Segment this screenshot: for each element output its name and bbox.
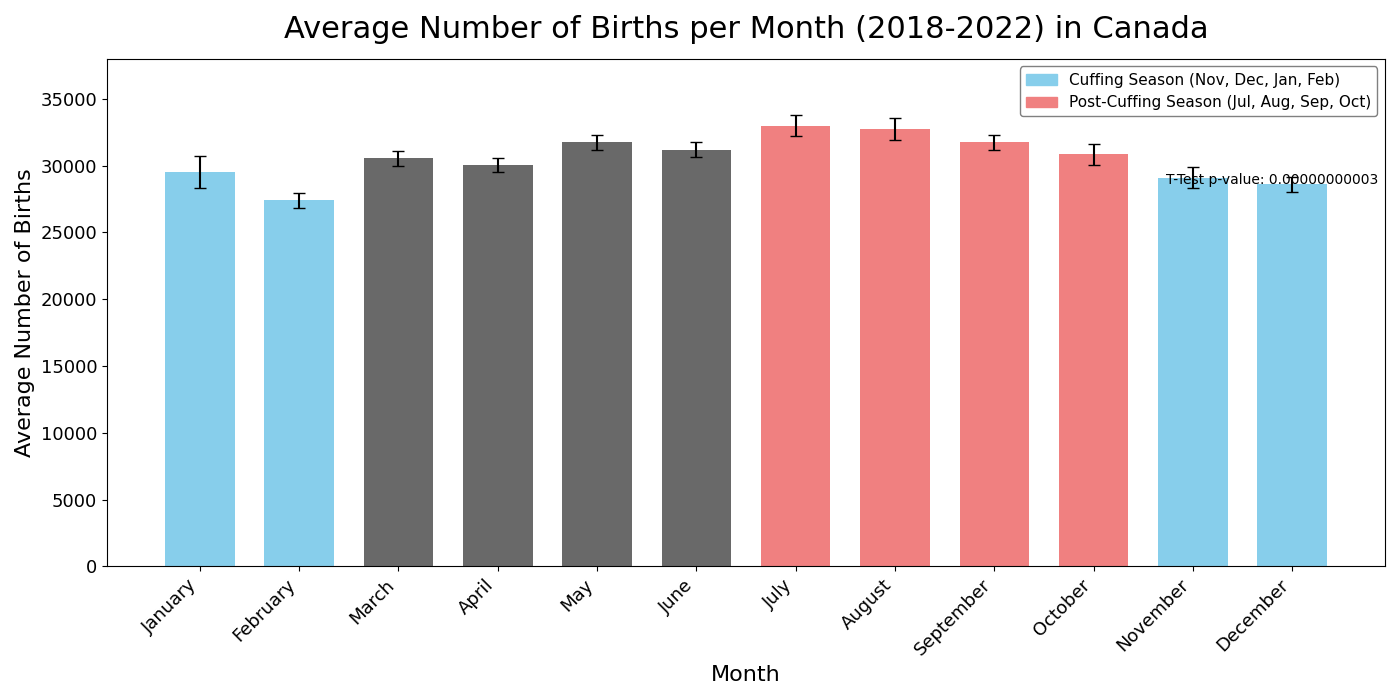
Bar — [959, 142, 1029, 566]
Bar — [364, 158, 433, 566]
X-axis label: Month: Month — [711, 665, 781, 685]
Bar — [1058, 154, 1128, 566]
Bar — [265, 200, 335, 566]
Legend: Cuffing Season (Nov, Dec, Jan, Feb), Post-Cuffing Season (Jul, Aug, Sep, Oct): Cuffing Season (Nov, Dec, Jan, Feb), Pos… — [1021, 66, 1378, 116]
Bar — [165, 172, 235, 566]
Text: T-Test p-value: 0.00000000003: T-Test p-value: 0.00000000003 — [1166, 173, 1379, 187]
Bar — [563, 142, 631, 566]
Bar — [860, 129, 930, 566]
Bar — [762, 125, 830, 566]
Bar — [463, 165, 532, 566]
Bar — [662, 150, 731, 566]
Title: Average Number of Births per Month (2018-2022) in Canada: Average Number of Births per Month (2018… — [284, 15, 1208, 44]
Y-axis label: Average Number of Births: Average Number of Births — [15, 168, 35, 457]
Bar — [1158, 178, 1228, 566]
Bar — [1257, 184, 1327, 566]
